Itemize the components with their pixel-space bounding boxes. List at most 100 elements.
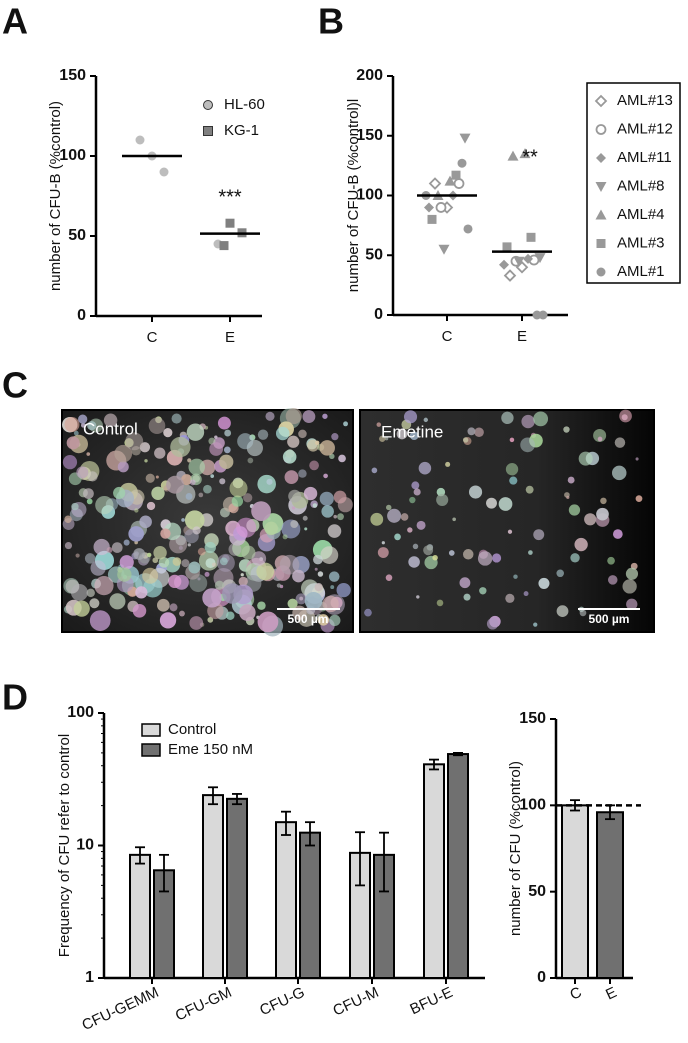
legend-label: AML#4 [617,206,665,223]
annotation: *** [218,186,242,208]
marker [219,241,229,251]
marker [438,244,450,255]
cell-cluster [78,414,88,424]
cell-cluster [86,498,93,505]
marker [135,135,145,145]
cell-cluster [625,567,639,580]
cell-cluster [597,436,603,442]
cell-cluster [197,577,201,581]
micrograph-label: Control [83,419,138,438]
x-tick-label: C [147,329,158,346]
cell-cluster [423,417,428,423]
error-bar [429,758,439,771]
cell-cluster [315,440,320,445]
cell-cluster [113,486,126,500]
scale-label: 500 µm [288,612,329,626]
cell-cluster [328,571,340,582]
cell-cluster [292,569,305,583]
cell-cluster [612,465,627,481]
y-tick-label: 200 [356,67,383,84]
y-tick-label: 150 [356,127,383,144]
cell-cluster [387,508,402,523]
cell-cluster [329,453,335,460]
cell-cluster [287,435,300,448]
cell-cluster [291,506,296,510]
cell-cluster [423,545,434,556]
cell-cluster [578,451,593,466]
cell-cluster [376,422,382,427]
error-bar [281,810,291,836]
cell-cluster [156,598,170,612]
cell-cluster [330,585,335,590]
cell-cluster [222,583,243,604]
cell-cluster [448,550,455,556]
cell-cluster [313,554,323,565]
cell-cluster [309,460,319,471]
cell-cluster [114,444,133,463]
cell-cluster [73,600,90,617]
bar [129,853,151,979]
cell-cluster [243,493,253,503]
cell-cluster [385,574,393,581]
cell-cluster [412,543,419,550]
marker [507,150,519,161]
y-tick-label: 150 [519,710,546,727]
marker [538,310,548,320]
cell-cluster [371,467,378,474]
cell-cluster [312,503,318,508]
cell-cluster [337,513,344,521]
marker [435,202,447,213]
cell-cluster [486,618,499,630]
cell-cluster [462,549,474,560]
cell-cluster [266,478,273,485]
marker [453,178,465,189]
cell-cluster [364,608,372,617]
marker [523,253,533,264]
cell-cluster [106,547,113,553]
cell-cluster [379,435,386,442]
cell-cluster [187,458,192,463]
cell-cluster [302,410,316,423]
cell-cluster [563,426,570,433]
cell-cluster [416,595,420,599]
bar [423,763,445,980]
cell-cluster [407,527,413,533]
cell-cluster [521,414,535,429]
legend-label: AML#13 [617,92,673,109]
cell-cluster [189,616,204,630]
cell-cluster [302,515,308,521]
y-tick-label: 0 [374,306,383,323]
cell-cluster [89,598,100,609]
cell-cluster [257,474,276,494]
cell-cluster [333,514,338,519]
cell-cluster [160,528,171,539]
cell-cluster [626,598,638,610]
cell-cluster [94,576,114,596]
cell-cluster [119,555,134,570]
cell-cluster [80,422,86,428]
y-tick-label: 100 [59,147,86,164]
cell-cluster [413,488,421,496]
marker [595,124,607,135]
y-tick-label: 10 [76,837,94,854]
cell-cluster [287,598,298,609]
y-axis-label: number of CFU-B (%control)l [345,99,362,292]
y-tick-label: 50 [68,227,86,244]
cell-cluster [64,417,80,433]
cell-cluster [320,546,339,564]
x-tick-label: C [567,984,584,1004]
cell-cluster [477,551,493,566]
cell-cluster [125,432,144,451]
cell-cluster [600,497,607,505]
cell-cluster [319,491,334,506]
cell-cluster [87,471,98,482]
cell-cluster [338,454,346,463]
marker [519,148,531,159]
cell-cluster [188,561,201,574]
cell-cluster [84,553,96,564]
cell-cluster [181,474,193,486]
x-tick-label: CFU-GM [173,984,235,1025]
y-tick-label: 0 [537,969,546,986]
cell-cluster [275,426,290,441]
cell-cluster [343,421,348,427]
